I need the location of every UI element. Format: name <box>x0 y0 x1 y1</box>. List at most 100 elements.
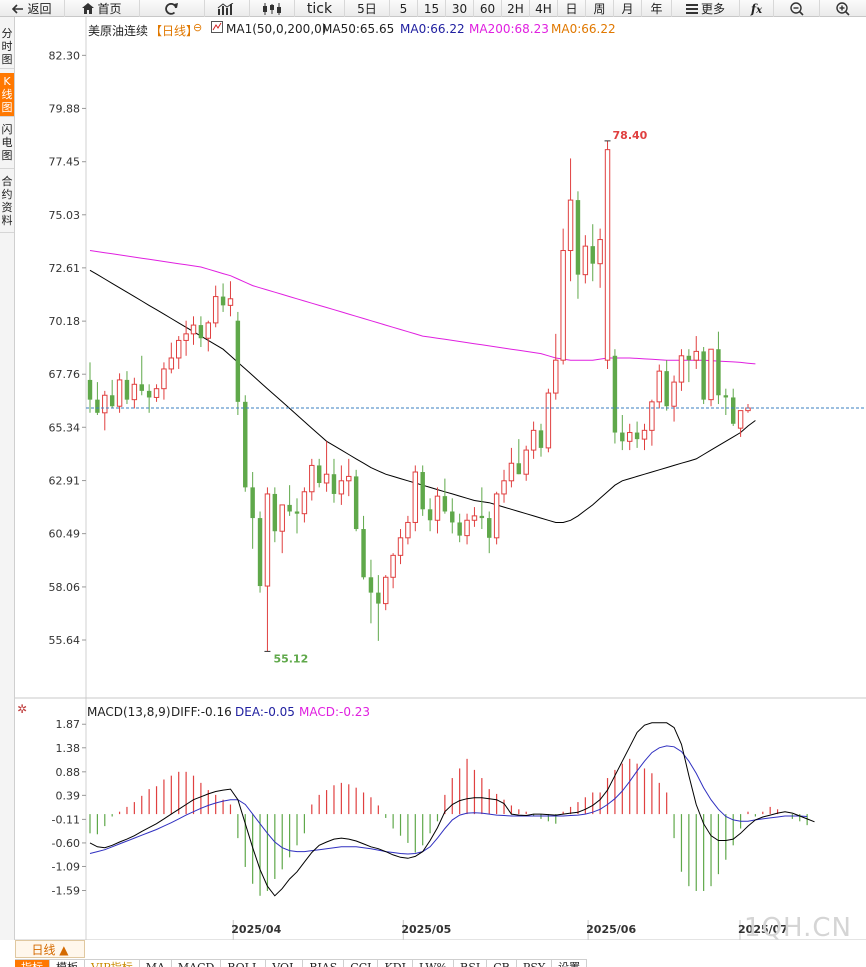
candle-body <box>575 200 581 275</box>
candle-body <box>626 432 633 442</box>
candle-body <box>530 429 537 451</box>
candle-body <box>368 577 374 593</box>
macd-axis-label: 1.87 <box>56 718 81 731</box>
period-year[interactable]: 年 <box>642 0 672 17</box>
candle-body <box>109 395 115 407</box>
period-60min[interactable]: 60 <box>474 0 502 17</box>
price-axis-label: 67.76 <box>49 368 81 381</box>
period-month[interactable]: 月 <box>614 0 642 17</box>
tab-flash[interactable]: 闪电图 <box>0 121 14 169</box>
candle-body <box>190 324 197 335</box>
candle-body <box>390 554 396 578</box>
tab-label: K线图 <box>1 75 13 114</box>
candlestick-icon <box>263 2 281 15</box>
home-label: 首页 <box>97 2 122 16</box>
period-4h[interactable]: 4H <box>530 0 558 17</box>
candle-body <box>176 339 182 359</box>
price-axis-label: 77.45 <box>49 156 81 169</box>
price-axis-label: 65.34 <box>49 421 81 434</box>
tab-intraday[interactable]: 分时图 <box>0 25 14 69</box>
candle-body <box>464 519 470 537</box>
period-toggle-button[interactable]: 日线 ▲ <box>15 940 85 958</box>
ma-toggle-icon[interactable] <box>211 21 223 36</box>
refresh-icon <box>165 2 178 15</box>
kline-chart[interactable]: 82.30 79.88 77.45 75.03 72.61 70.18 67.76 65.34… <box>0 0 866 940</box>
indicator-tab-cr[interactable]: CR <box>487 960 517 967</box>
back-label: 返回 <box>27 2 52 16</box>
price-axis-label: 72.61 <box>49 262 81 275</box>
macd-name: MACD(13,8,9) <box>87 705 171 719</box>
candle-body <box>212 296 219 324</box>
zoom-in-button[interactable] <box>820 0 866 17</box>
period-label: 30 <box>451 1 468 16</box>
candle-body <box>450 511 455 523</box>
tick-button[interactable]: tick <box>295 0 345 17</box>
candle-style-button[interactable] <box>250 0 295 17</box>
candle-body <box>405 521 411 539</box>
price-axis-label: 70.18 <box>49 315 81 328</box>
period-day[interactable]: 日 <box>558 0 586 17</box>
candle-body <box>487 518 492 538</box>
indicator-tab-vol[interactable]: VOL <box>266 960 304 967</box>
tab-contract-info[interactable]: 合约资料 <box>0 173 14 233</box>
indicator-tab-vip[interactable]: VIP指标 <box>85 960 140 967</box>
chart-type-button[interactable] <box>205 0 250 17</box>
candle-body <box>708 348 714 401</box>
macd-axis-label: -1.09 <box>52 860 80 873</box>
candle-body <box>301 491 308 515</box>
back-button[interactable]: 返回 <box>0 0 65 17</box>
function-button[interactable]: fx <box>740 0 774 17</box>
indicator-tab-kdj[interactable]: KDJ <box>378 960 413 967</box>
candle-body <box>146 390 152 398</box>
macd-value: MACD:-0.23 <box>299 705 371 719</box>
price-axis-label: 82.30 <box>49 49 81 62</box>
toolbar: 返回 首页 tick 5日 5 15 30 60 2H 4H 日 周 月 年 更… <box>0 0 866 17</box>
period-label: 5 <box>399 1 408 16</box>
period-30min[interactable]: 30 <box>446 0 474 17</box>
indicator-tab-[interactable]: 模板 <box>50 960 85 967</box>
candle-body <box>279 504 285 532</box>
home-button[interactable]: 首页 <box>65 0 140 17</box>
indicator-tab-rsi[interactable]: RSI <box>454 960 488 967</box>
indicator-tab-boll[interactable]: BOLL <box>221 960 267 967</box>
candle-body <box>737 410 744 429</box>
indicator-tab-cci[interactable]: CCI <box>344 960 379 967</box>
macd-axis-label: -0.60 <box>52 837 80 850</box>
period-15min[interactable]: 15 <box>418 0 446 17</box>
back-arrow-icon <box>12 3 24 14</box>
candle-body <box>442 496 448 512</box>
refresh-button[interactable] <box>140 0 205 17</box>
tab-kline[interactable]: K线图 <box>0 73 14 117</box>
zoom-out-button[interactable] <box>774 0 820 17</box>
candle-body <box>597 239 603 265</box>
dea-line <box>89 745 808 855</box>
period-5min[interactable]: 5 <box>390 0 418 17</box>
macd-settings-icon[interactable]: ✲ <box>17 702 28 716</box>
candle-body <box>693 350 699 361</box>
period-week[interactable]: 周 <box>586 0 614 17</box>
period-5day[interactable]: 5日 <box>345 0 390 17</box>
macd-dea: DEA:-0.05 <box>235 705 295 719</box>
candle-body <box>353 476 359 530</box>
candle-body <box>590 246 595 264</box>
candle-body <box>701 351 706 400</box>
settings-icon[interactable]: ⊖ <box>193 21 203 34</box>
macd-diff: DIFF:-0.16 <box>171 705 232 719</box>
indicator-tab-bias[interactable]: BIAS <box>303 960 345 967</box>
period-2h[interactable]: 2H <box>502 0 530 17</box>
candle-body <box>198 325 204 339</box>
candle-body <box>412 471 419 523</box>
candle-body <box>471 515 478 521</box>
candle-body <box>383 576 389 605</box>
indicator-tab-[interactable]: 指标 <box>15 960 50 967</box>
indicator-tab-psy[interactable]: PSY <box>517 960 553 967</box>
indicator-tab-lw[interactable]: LW% <box>413 960 455 967</box>
indicator-tab-macd[interactable]: MACD <box>172 960 222 967</box>
candle-body <box>560 250 566 361</box>
candle-body <box>457 522 462 536</box>
candle-body <box>641 429 648 440</box>
indicator-tab-ma[interactable]: MA <box>140 960 172 967</box>
indicator-tab-[interactable]: 设置 <box>552 960 588 967</box>
more-button[interactable]: 更多 <box>672 0 740 17</box>
